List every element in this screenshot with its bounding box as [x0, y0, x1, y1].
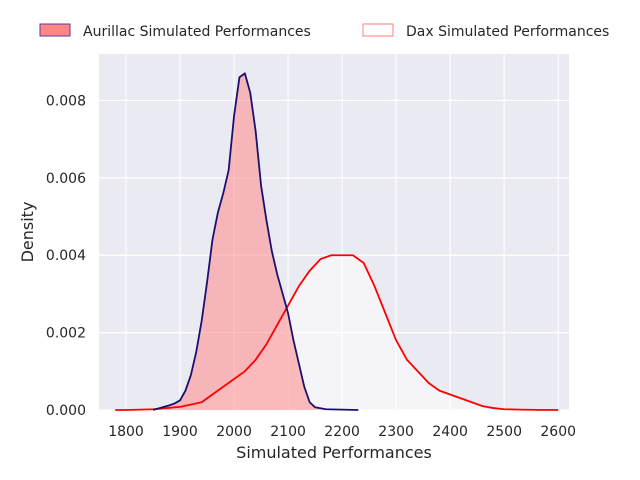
legend-swatch-dax — [362, 23, 394, 37]
x-tick-label: 2100 — [270, 424, 306, 440]
x-tick-label: 2600 — [540, 424, 576, 440]
series-line-1 — [115, 254, 559, 411]
x-tick-label: 1900 — [162, 424, 198, 440]
x-tick-label: 2200 — [324, 424, 360, 440]
y-tick-label: 0.006 — [46, 171, 86, 187]
series-area-0 — [153, 73, 359, 410]
legend: Aurillac Simulated Performances Dax Simu… — [39, 23, 609, 40]
y-tick-label: 0.004 — [46, 248, 86, 264]
legend-label-aurillac: Aurillac Simulated Performances — [83, 24, 311, 40]
x-tick-label: 2000 — [216, 424, 252, 440]
x-tick-label: 2300 — [378, 424, 414, 440]
x-tick-label: 2500 — [486, 424, 522, 440]
x-axis-label: Simulated Performances — [236, 443, 432, 462]
series-area-1 — [115, 255, 559, 410]
x-axis-ticks: 1800 1900 2000 2100 2200 2300 2400 2500 2600 — [108, 424, 576, 440]
y-tick-label: 0.000 — [46, 403, 86, 419]
x-tick-label: 2400 — [432, 424, 468, 440]
y-axis-ticks: 0.000 0.002 0.004 0.006 0.008 — [46, 93, 86, 419]
y-axis-label: Density — [18, 202, 37, 263]
series-areas — [115, 72, 559, 411]
y-tick-label: 0.008 — [46, 93, 86, 109]
legend-swatch-aurillac — [39, 23, 71, 37]
legend-label-dax: Dax Simulated Performances — [406, 24, 609, 40]
x-tick-label: 1800 — [108, 424, 144, 440]
series-line-0 — [152, 72, 359, 411]
y-tick-label: 0.002 — [46, 326, 86, 342]
